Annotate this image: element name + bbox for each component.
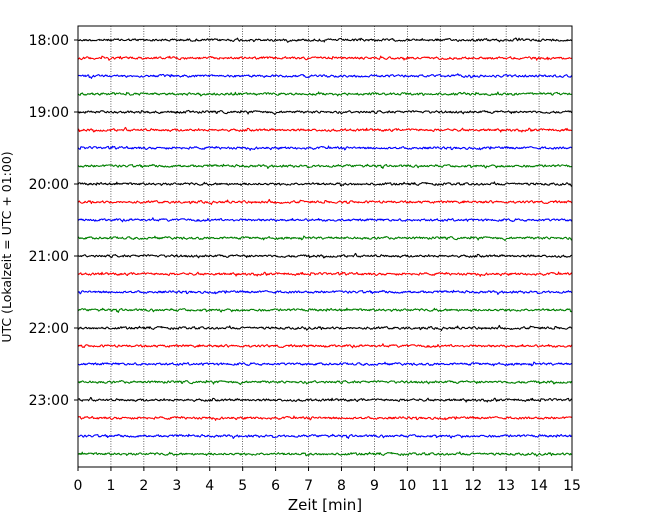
trace-2015	[77, 198, 573, 206]
trace-1945	[77, 163, 573, 169]
y-axis-ticks: 18:00 19:00 20:00 21:00 22:00 23:00	[29, 33, 78, 409]
y-tick-label: 18:00	[29, 33, 69, 49]
x-tick-label: 10	[398, 478, 416, 494]
plot-frame	[77, 25, 573, 468]
x-tick-label: 8	[337, 478, 346, 494]
trace-2315	[77, 415, 573, 421]
y-tick-label: 23:00	[29, 393, 69, 409]
trace-2115	[77, 271, 573, 277]
x-tick-label: 15	[563, 478, 581, 494]
x-axis-ticks: 0 1 2 3 4 5 6 7 8 9 10 11 12 13 14 15	[74, 467, 581, 494]
x-tick-label: 4	[205, 478, 214, 494]
trace-2215	[77, 343, 573, 349]
trace-2230	[77, 361, 573, 367]
trace-2100	[77, 252, 573, 259]
trace-1800	[77, 37, 573, 43]
x-tick-label: 14	[530, 478, 548, 494]
trace-2130	[77, 289, 573, 295]
trace-2200	[77, 324, 573, 332]
trace-1815	[77, 55, 573, 61]
x-tick-label: 3	[172, 478, 181, 494]
y-tick-label: 19:00	[29, 105, 69, 121]
trace-2145	[77, 307, 573, 313]
y-tick-label: 21:00	[29, 249, 69, 265]
y-tick-label: 20:00	[29, 177, 69, 193]
x-tick-label: 11	[431, 478, 449, 494]
trace-2000	[77, 181, 573, 187]
x-tick-label: 2	[139, 478, 148, 494]
trace-2030	[77, 217, 573, 223]
trace-2045	[77, 235, 573, 242]
y-axis-label: UTC (Lokalzeit = UTC + 01:00)	[0, 151, 14, 342]
x-tick-label: 9	[370, 478, 379, 494]
trace-2345	[77, 451, 573, 457]
trace-1900	[77, 109, 573, 116]
y-tick-label: 22:00	[29, 321, 69, 337]
trace-1930	[77, 145, 573, 151]
x-tick-label: 1	[106, 478, 115, 494]
x-tick-label: 7	[304, 478, 313, 494]
trace-2245	[77, 380, 573, 386]
x-tick-label: 6	[271, 478, 280, 494]
plot-background	[78, 26, 572, 467]
x-gridlines	[110, 26, 540, 467]
x-tick-label: 0	[74, 478, 83, 494]
traces	[77, 37, 573, 457]
x-tick-label: 13	[497, 478, 515, 494]
trace-1830	[77, 73, 573, 79]
trace-1845	[77, 91, 573, 97]
x-tick-label: 12	[464, 478, 482, 494]
x-tick-label: 5	[238, 478, 247, 494]
x-axis-label: Zeit [min]	[288, 496, 362, 514]
trace-2330	[77, 433, 573, 439]
trace-2300	[77, 396, 573, 403]
trace-1915	[77, 126, 573, 133]
